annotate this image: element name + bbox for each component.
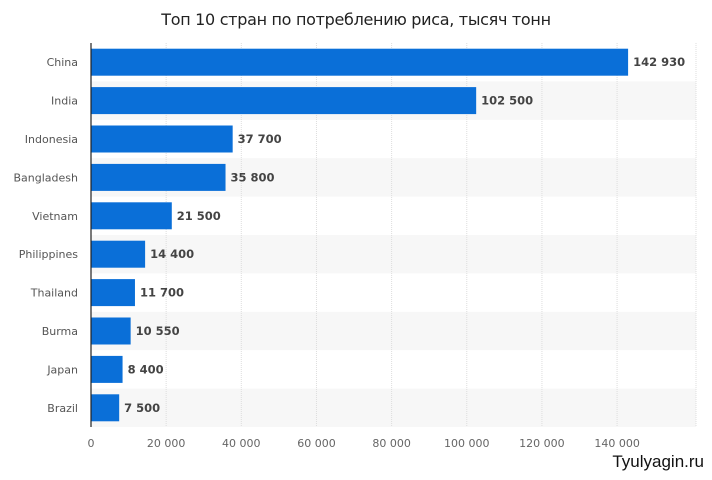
bar	[91, 87, 477, 115]
category-label: Japan	[46, 363, 78, 376]
bar	[91, 163, 226, 191]
category-label: Vietnam	[32, 210, 78, 223]
category-label: Bangladesh	[14, 171, 79, 184]
bar	[91, 317, 131, 345]
row-band	[91, 235, 696, 274]
x-tick-label: 20 000	[147, 437, 186, 450]
bar	[91, 240, 146, 268]
data-label: 8 400	[128, 362, 164, 376]
category-label: Burma	[42, 325, 78, 338]
bar	[91, 394, 120, 422]
x-tick-label: 80 000	[372, 437, 411, 450]
bar	[91, 202, 172, 230]
category-label: Philippines	[19, 248, 79, 261]
x-tick-label: 120 000	[519, 437, 565, 450]
bar	[91, 279, 135, 307]
data-label: 21 500	[177, 209, 221, 223]
data-label: 102 500	[481, 94, 533, 108]
category-label: China	[47, 56, 78, 69]
x-tick-label: 60 000	[297, 437, 336, 450]
chart-title: Топ 10 стран по потреблению риса, тысяч …	[161, 10, 551, 29]
watermark: Tyulyagin.ru	[612, 452, 704, 471]
x-tick-label: 0	[88, 437, 95, 450]
bar	[91, 355, 123, 383]
x-tick-label: 40 000	[222, 437, 261, 450]
data-label: 37 700	[238, 132, 282, 146]
bar	[91, 125, 233, 153]
bar	[91, 48, 629, 76]
row-band	[91, 311, 696, 351]
category-label: India	[51, 95, 78, 108]
row-band	[91, 388, 696, 427]
category-label: Thailand	[30, 287, 78, 300]
data-label: 142 930	[633, 55, 685, 69]
data-label: 14 400	[150, 247, 194, 261]
category-label: Indonesia	[25, 133, 78, 146]
category-label: Brazil	[47, 402, 78, 415]
x-tick-label: 100 000	[444, 437, 490, 450]
data-label: 7 500	[124, 401, 160, 415]
data-label: 10 550	[136, 324, 180, 338]
data-label: 11 700	[140, 286, 184, 300]
data-label: 35 800	[231, 170, 275, 184]
x-tick-label: 140 000	[594, 437, 640, 450]
